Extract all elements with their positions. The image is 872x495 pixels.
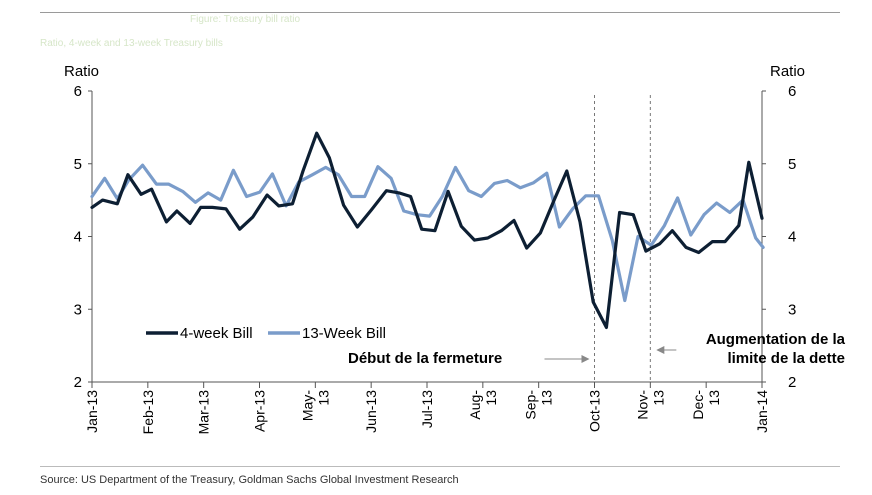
top-rule <box>40 12 840 13</box>
x-tick-label-group: Aug- 13 <box>467 390 499 420</box>
axes: 2 2 3 3 4 4 5 5 6 6 Ratio Ratio Jan-13 Feb-13 Mar-13 Ap… <box>64 63 805 434</box>
x-tick-label: Apr-13 <box>252 390 268 432</box>
x-tick-label: 13 <box>315 390 331 406</box>
x-tick-label-group: Apr-13 <box>252 390 268 432</box>
bottom-rule <box>40 466 840 467</box>
y-tick-label-left: 3 <box>74 301 82 318</box>
series-line-4-week-bill <box>90 131 764 329</box>
x-tick-label: 13 <box>539 390 555 406</box>
event-lines: Début de la fermeture Augmentation de la l… <box>348 95 846 382</box>
y-tick-label-left: 4 <box>74 229 82 246</box>
x-tick-label: Feb-13 <box>140 390 156 435</box>
x-tick-label-group: Nov- 13 <box>634 390 666 420</box>
x-tick-label-group: Oct-13 <box>587 390 603 432</box>
source-note: Source: US Department of the Treasury, G… <box>40 474 459 486</box>
shutdown-label: Début de la fermeture <box>348 350 502 367</box>
y-axis-title-right: Ratio <box>770 63 805 80</box>
x-tick-label-group: May- 13 <box>299 390 331 421</box>
x-tick-label: May- <box>299 390 315 421</box>
x-tick-label-group: Mar-13 <box>196 390 212 435</box>
y-tick-label-right: 6 <box>788 83 796 100</box>
x-tick-label: Dec- <box>690 390 706 420</box>
series-line-13-week-bill <box>90 163 765 303</box>
x-tick-label: Sep- <box>523 390 539 420</box>
debt-limit-label-line1: Augmentation de la <box>706 331 846 348</box>
faded-subtitle: Ratio, 4-week and 13-week Treasury bills <box>40 38 223 49</box>
x-tick-label: Jan-13 <box>84 390 100 433</box>
legend-label-13-week-bill: 13-Week Bill <box>302 325 386 342</box>
y-axis-title-left: Ratio <box>64 63 99 80</box>
legend-label-4-week-bill: 4-week Bill <box>180 325 253 342</box>
debt-limit-label-line2: limite de la dette <box>727 350 845 367</box>
x-tick-label: 13 <box>650 390 666 406</box>
x-tick-label-group: Feb-13 <box>140 390 156 435</box>
x-tick-label: Nov- <box>634 390 650 420</box>
x-tick-label-group: Jan-13 <box>84 390 100 433</box>
y-tick-label-right: 4 <box>788 229 796 246</box>
y-tick-label-right: 5 <box>788 156 796 173</box>
x-tick-label: Aug- <box>467 390 483 420</box>
x-tick-label-group: Jan-14 <box>754 390 770 433</box>
x-tick-label-group: Jun-13 <box>363 390 379 433</box>
y-tick-label-left: 6 <box>74 83 82 100</box>
x-tick-label: 13 <box>706 390 722 406</box>
x-tick-label: Jul-13 <box>419 390 435 428</box>
series-layer <box>90 131 765 329</box>
y-tick-label-right: 3 <box>788 301 796 318</box>
x-tick-label: Jan-14 <box>754 390 770 433</box>
x-tick-label: Mar-13 <box>196 390 212 435</box>
legend: 4-week Bill 13-Week Bill <box>146 325 386 342</box>
x-tick-label-group: Jul-13 <box>419 390 435 428</box>
x-tick-label-group: Dec- 13 <box>690 390 722 420</box>
x-tick-label: 13 <box>483 390 499 406</box>
faded-title: Figure: Treasury bill ratio <box>190 14 301 25</box>
x-tick-label: Oct-13 <box>587 390 603 432</box>
y-tick-label-left: 2 <box>74 374 82 391</box>
y-tick-label-left: 5 <box>74 156 82 173</box>
x-tick-label-group: Sep- 13 <box>523 390 555 420</box>
y-tick-label-right: 2 <box>788 374 796 391</box>
line-chart: 2 2 3 3 4 4 5 5 6 6 Ratio Ratio Jan-13 Feb-13 Mar-13 Ap… <box>64 63 846 434</box>
x-tick-label: Jun-13 <box>363 390 379 433</box>
